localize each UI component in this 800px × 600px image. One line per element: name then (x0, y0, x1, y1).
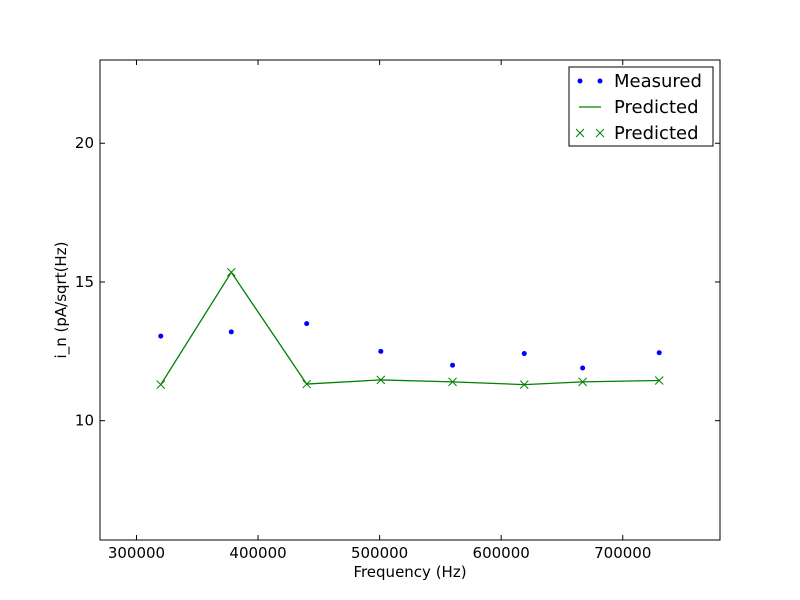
measured-point (450, 362, 456, 368)
measured-point (304, 321, 310, 327)
x-tick-label: 700000 (594, 544, 651, 562)
plot-area (156, 267, 664, 389)
y-tick-label: 10 (75, 412, 94, 430)
x-tick-label: 300000 (108, 544, 165, 562)
measured-point (580, 365, 586, 371)
predicted-x-marker (156, 380, 166, 389)
predicted-x-marker (654, 376, 664, 385)
legend-marker-predicted-x (575, 128, 585, 138)
measured-point (378, 348, 384, 354)
x-tick-label: 600000 (473, 544, 530, 562)
y-tick-label: 15 (75, 273, 94, 291)
legend-label: Measured (614, 71, 702, 92)
x-tick-label: 400000 (229, 544, 286, 562)
x-tick-label: 500000 (351, 544, 408, 562)
ticks: 300000 400000 500000 600000 700000 10 15 20 (75, 60, 720, 562)
predicted-x-marker (519, 380, 529, 389)
x-axis-label: Frequency (Hz) (353, 563, 466, 581)
measured-point (521, 351, 527, 357)
legend-label: Predicted (614, 97, 699, 118)
axes-frame (99, 59, 721, 541)
y-axis-label: i_n (pA/sqrt(Hz) (52, 242, 71, 359)
legend-marker-predicted-x (595, 128, 605, 138)
legend-marker-measured (577, 78, 583, 84)
measured-point (228, 329, 234, 335)
predicted-x-marker (226, 267, 236, 277)
measured-point (656, 350, 662, 356)
legend-label: Predicted (614, 123, 699, 144)
predicted-x-marker (578, 377, 587, 387)
predicted-x-marker (302, 379, 312, 389)
predicted-line (160, 271, 660, 386)
y-tick-label: 20 (75, 134, 94, 152)
measured-point (158, 333, 164, 339)
predicted-x-marker (376, 375, 386, 385)
legend: Measured Predicted Predicted (568, 66, 714, 147)
legend-marker-measured (597, 78, 603, 84)
predicted-x-marker (448, 377, 457, 387)
